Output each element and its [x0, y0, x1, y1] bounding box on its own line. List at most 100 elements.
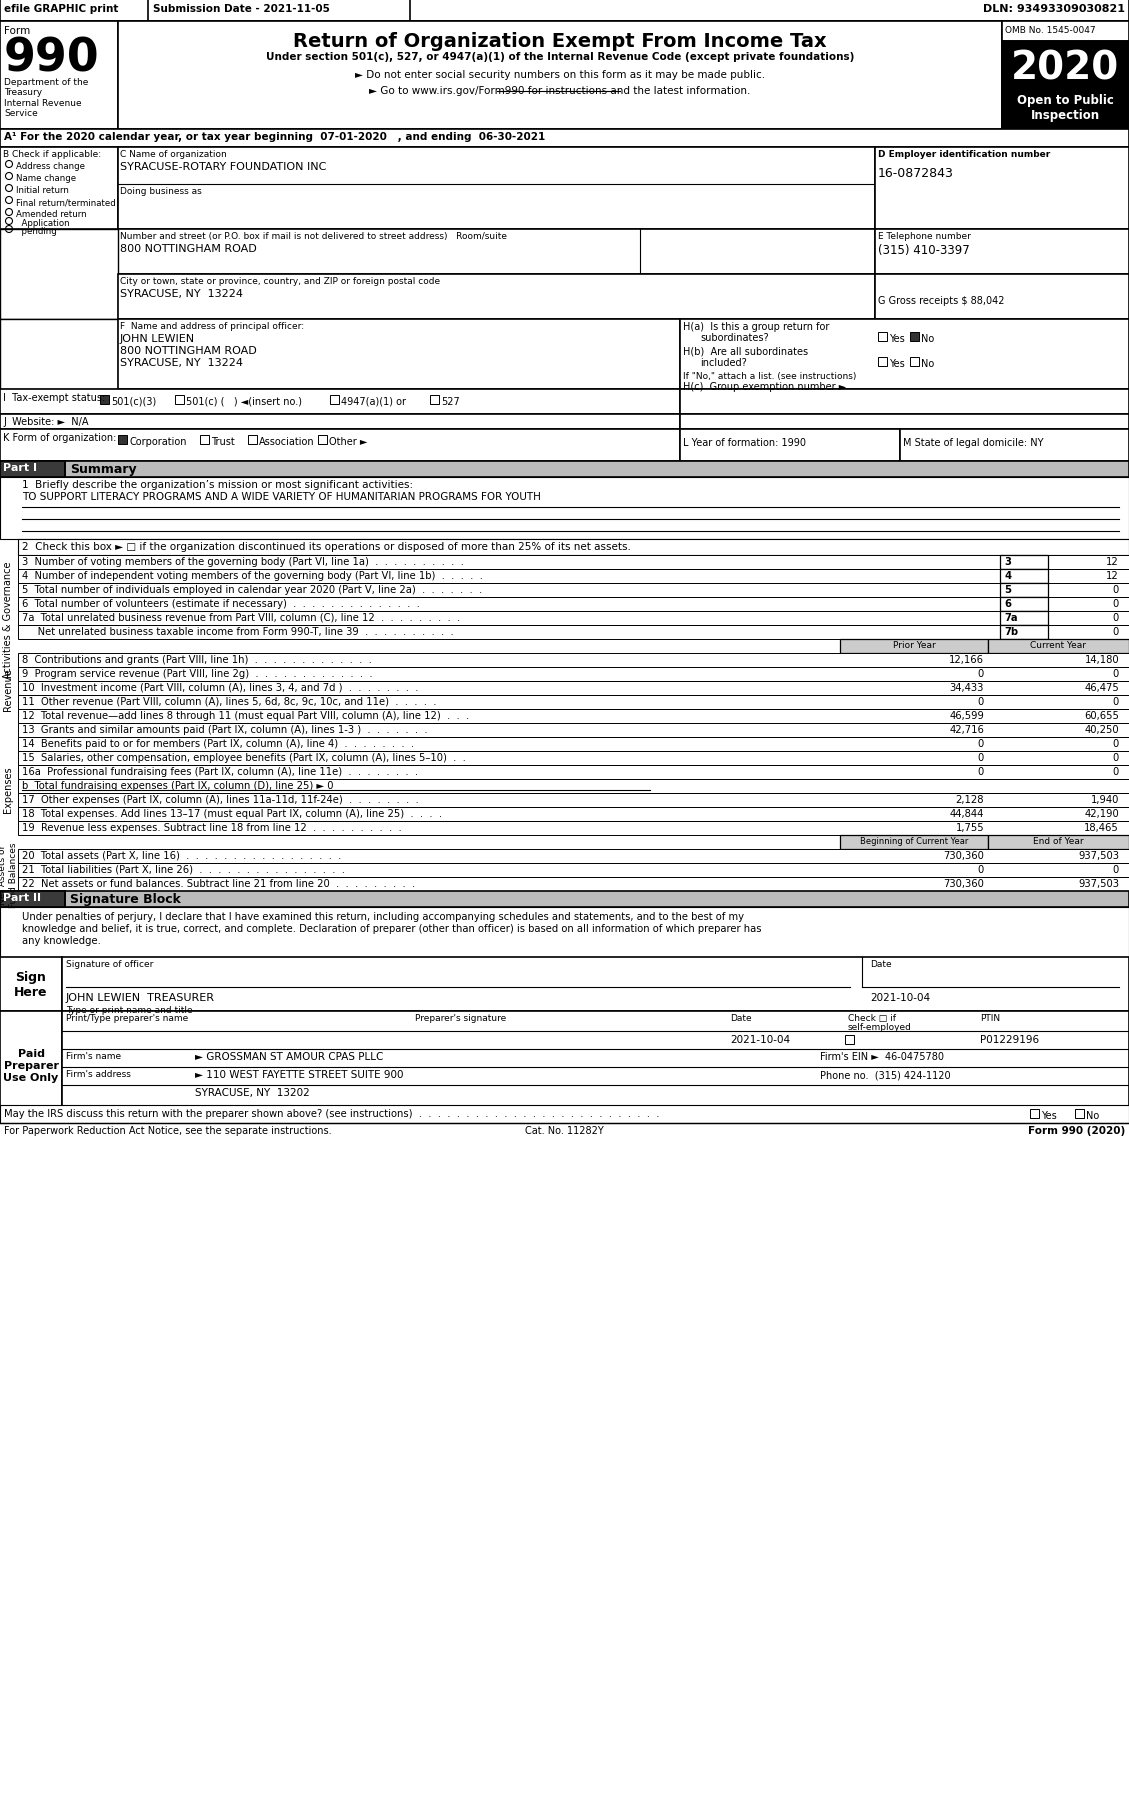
Text: 40,250: 40,250	[1084, 725, 1119, 735]
Text: 2,128: 2,128	[955, 795, 984, 804]
Text: Revenue: Revenue	[3, 669, 14, 710]
Bar	[875, 275, 1129, 320]
Text: 6: 6	[1004, 598, 1010, 609]
Bar	[0, 891, 1129, 907]
Bar	[875, 148, 1129, 229]
Text: SYRACUSE-ROTARY FOUNDATION INC: SYRACUSE-ROTARY FOUNDATION INC	[120, 163, 326, 172]
Text: Name change: Name change	[16, 173, 76, 183]
Text: 2  Check this box ► □ if the organization discontinued its operations or dispose: 2 Check this box ► □ if the organization…	[21, 542, 631, 551]
Bar	[0, 1106, 1129, 1124]
Text: C Name of organization: C Name of organization	[120, 150, 227, 159]
Text: 990: 990	[5, 36, 99, 81]
Text: Number and street (or P.O. box if mail is not delivered to street address)   Roo: Number and street (or P.O. box if mail i…	[120, 231, 507, 240]
Text: 46,599: 46,599	[949, 710, 984, 721]
Bar	[18, 849, 1129, 864]
Bar	[878, 358, 887, 367]
Bar	[840, 640, 988, 654]
Text: 2021-10-04: 2021-10-04	[870, 992, 930, 1003]
Bar	[119, 229, 875, 275]
Bar	[119, 320, 680, 390]
Text: ► Do not enter social security numbers on this form as it may be made public.: ► Do not enter social security numbers o…	[355, 70, 765, 80]
Bar	[1030, 1109, 1039, 1119]
Bar	[1003, 22, 1129, 130]
Bar	[18, 625, 1129, 640]
Text: Under penalties of perjury, I declare that I have examined this return, includin: Under penalties of perjury, I declare th…	[21, 911, 744, 922]
Text: 21  Total liabilities (Part X, line 26)  .  .  .  .  .  .  .  .  .  .  .  .  .  : 21 Total liabilities (Part X, line 26) .…	[21, 864, 345, 875]
Bar	[0, 463, 65, 477]
Text: 22  Net assets or fund balances. Subtract line 21 from line 20  .  .  .  .  .  .: 22 Net assets or fund balances. Subtract…	[21, 878, 415, 889]
Bar	[18, 696, 1129, 710]
Text: SYRACUSE, NY  13224: SYRACUSE, NY 13224	[120, 289, 243, 298]
Bar	[18, 723, 1129, 737]
Text: P01229196: P01229196	[980, 1034, 1039, 1044]
Bar	[0, 0, 1129, 22]
Bar	[0, 130, 1129, 148]
Text: H(c)  Group exemption number ►: H(c) Group exemption number ►	[683, 381, 847, 392]
Text: Return of Organization Exempt From Income Tax: Return of Organization Exempt From Incom…	[294, 33, 826, 51]
Bar	[18, 793, 1129, 808]
Bar	[248, 435, 257, 445]
Text: 12: 12	[1106, 557, 1119, 567]
Bar	[0, 22, 1129, 130]
Text: 937,503: 937,503	[1078, 878, 1119, 889]
Text: 0: 0	[1113, 739, 1119, 748]
Text: 0: 0	[1113, 585, 1119, 595]
Bar	[0, 430, 680, 463]
Text: Net Assets or
Fund Balances: Net Assets or Fund Balances	[0, 842, 18, 907]
Text: Trust: Trust	[211, 437, 235, 446]
Text: Preparer's signature: Preparer's signature	[415, 1014, 506, 1023]
Text: 1,940: 1,940	[1091, 795, 1119, 804]
Text: J  Website: ►  N/A: J Website: ► N/A	[3, 417, 88, 426]
Text: 3: 3	[1004, 557, 1010, 567]
Text: 937,503: 937,503	[1078, 851, 1119, 860]
Bar	[175, 396, 184, 405]
Text: 3  Number of voting members of the governing body (Part VI, line 1a)  .  .  .  .: 3 Number of voting members of the govern…	[21, 557, 464, 567]
Text: Date: Date	[870, 960, 892, 969]
Text: F  Name and address of principal officer:: F Name and address of principal officer:	[120, 322, 304, 331]
Text: 0: 0	[1113, 669, 1119, 679]
Text: pending: pending	[16, 228, 56, 237]
Text: OMB No. 1545-0047: OMB No. 1545-0047	[1005, 25, 1095, 34]
Bar	[119, 275, 875, 320]
Text: 18  Total expenses. Add lines 13–17 (must equal Part IX, column (A), line 25)  .: 18 Total expenses. Add lines 13–17 (must…	[21, 808, 443, 819]
Text: D Employer identification number: D Employer identification number	[878, 150, 1050, 159]
Text: No: No	[1086, 1109, 1100, 1120]
Bar	[878, 332, 887, 342]
Bar	[0, 1012, 62, 1119]
Bar	[0, 229, 119, 320]
Text: M State of legal domicile: NY: M State of legal domicile: NY	[903, 437, 1043, 448]
Text: 9  Program service revenue (Part VIII, line 2g)  .  .  .  .  .  .  .  .  .  .  .: 9 Program service revenue (Part VIII, li…	[21, 669, 373, 679]
Text: ► GROSSMAN ST AMOUR CPAS PLLC: ► GROSSMAN ST AMOUR CPAS PLLC	[195, 1052, 384, 1061]
Text: 1,755: 1,755	[955, 822, 984, 833]
Text: 0: 0	[978, 864, 984, 875]
Text: 42,190: 42,190	[1084, 808, 1119, 819]
Bar	[18, 737, 1129, 752]
Text: Firm's name: Firm's name	[65, 1052, 121, 1061]
Bar	[18, 808, 1129, 822]
Text: Yes: Yes	[889, 334, 904, 343]
Bar	[1003, 42, 1129, 130]
Text: Firm's EIN ►  46-0475780: Firm's EIN ► 46-0475780	[820, 1052, 944, 1061]
Bar	[988, 835, 1129, 849]
Text: JOHN LEWIEN: JOHN LEWIEN	[120, 334, 195, 343]
Bar	[988, 640, 1129, 654]
Text: 0: 0	[1113, 864, 1119, 875]
Bar	[430, 396, 439, 405]
Text: Form 990 (2020): Form 990 (2020)	[1027, 1126, 1124, 1135]
Text: 0: 0	[1113, 752, 1119, 763]
Text: 0: 0	[1113, 627, 1119, 636]
Text: 5: 5	[1004, 585, 1010, 595]
Text: self-employed: self-employed	[848, 1023, 912, 1032]
Text: efile GRAPHIC print: efile GRAPHIC print	[5, 4, 119, 14]
Text: 800 NOTTINGHAM ROAD: 800 NOTTINGHAM ROAD	[120, 345, 256, 356]
Text: Part I: Part I	[3, 463, 37, 473]
Text: 0: 0	[1113, 613, 1119, 623]
Bar	[1000, 625, 1048, 640]
Text: TO SUPPORT LITERACY PROGRAMS AND A WIDE VARIETY OF HUMANITARIAN PROGRAMS FOR YOU: TO SUPPORT LITERACY PROGRAMS AND A WIDE …	[21, 492, 541, 502]
Bar	[18, 681, 1129, 696]
Text: Department of the
Treasury
Internal Revenue
Service: Department of the Treasury Internal Reve…	[5, 78, 88, 117]
Text: DLN: 93493309030821: DLN: 93493309030821	[983, 4, 1124, 14]
Text: 10  Investment income (Part VIII, column (A), lines 3, 4, and 7d )  .  .  .  .  : 10 Investment income (Part VIII, column …	[21, 683, 419, 692]
Bar	[330, 396, 339, 405]
Text: 0: 0	[1113, 598, 1119, 609]
